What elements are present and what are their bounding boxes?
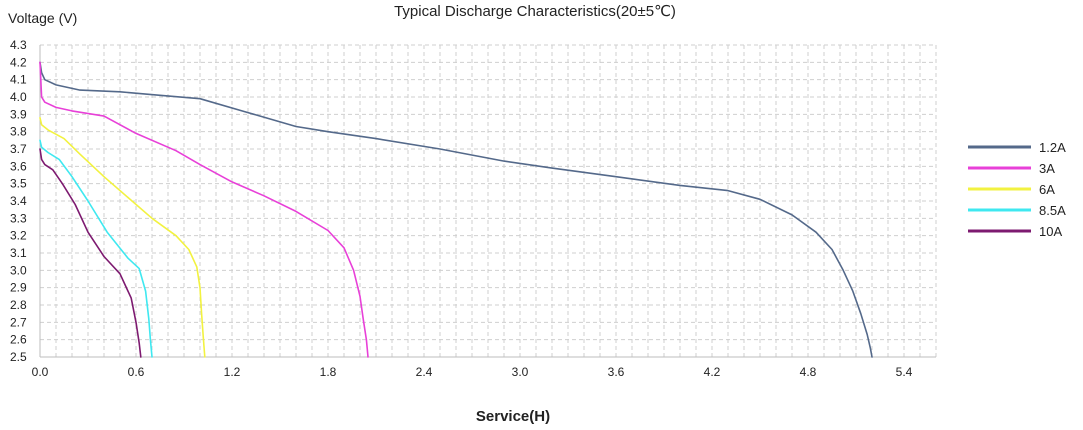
y-tick-label: 3.2 <box>10 229 27 243</box>
x-tick-label: 1.2 <box>224 365 241 379</box>
y-tick-label: 3.5 <box>10 177 27 191</box>
series-line-8-5a <box>39 139 153 358</box>
x-tick-label: 3.6 <box>608 365 625 379</box>
y-tick-label: 3.9 <box>10 107 27 121</box>
legend-label: 10A <box>1039 224 1062 239</box>
series-lines <box>39 61 873 358</box>
x-tick-label: 0.6 <box>128 365 145 379</box>
legend-label: 3A <box>1039 161 1055 176</box>
y-tick-label: 3.7 <box>10 142 27 156</box>
y-tick-label: 2.7 <box>10 315 27 329</box>
y-tick-label: 4.0 <box>10 90 27 104</box>
x-tick-label: 4.2 <box>704 365 721 379</box>
legend-label: 8.5A <box>1039 203 1066 218</box>
x-axis-ticks: 0.0 0.6 1.2 1.8 2.4 3.0 3.6 4.2 4.8 5.4 <box>32 365 913 379</box>
legend: 1.2A 3A 6A 8.5A 10A <box>968 140 1066 239</box>
y-tick-label: 4.3 <box>10 38 27 52</box>
x-tick-label: 3.0 <box>512 365 529 379</box>
legend-label: 6A <box>1039 182 1055 197</box>
y-tick-label: 3.1 <box>10 246 27 260</box>
x-tick-label: 4.8 <box>800 365 817 379</box>
series-line-6a <box>39 117 206 358</box>
axes <box>39 45 936 358</box>
y-tick-label: 3.8 <box>10 125 27 139</box>
y-tick-label: 3.6 <box>10 159 27 173</box>
chart-title: Typical Discharge Characteristics(20±5℃) <box>394 3 676 20</box>
x-tick-label: 5.4 <box>896 365 913 379</box>
series-line-1-2a <box>39 61 873 358</box>
y-tick-label: 4.1 <box>10 73 27 87</box>
y-tick-label: 4.2 <box>10 55 27 69</box>
y-axis-label: Voltage (V) <box>8 10 77 26</box>
y-axis-ticks: 2.5 2.6 2.7 2.8 2.9 3.0 3.1 3.2 3.3 3.4 3.5 3.6 3.7 3… <box>10 38 27 364</box>
y-tick-label: 2.8 <box>10 298 27 312</box>
series-line-10a <box>39 148 142 358</box>
x-tick-label: 2.4 <box>416 365 433 379</box>
x-axis-label: Service(H) <box>476 408 550 425</box>
x-tick-label: 1.8 <box>320 365 337 379</box>
series-line-3a <box>39 61 369 358</box>
y-tick-label: 3.0 <box>10 263 27 277</box>
y-tick-label: 2.5 <box>10 350 27 364</box>
y-tick-label: 2.9 <box>10 281 27 295</box>
y-tick-label: 3.4 <box>10 194 27 208</box>
grid <box>40 44 937 357</box>
y-tick-label: 3.3 <box>10 211 27 225</box>
x-tick-label: 0.0 <box>32 365 49 379</box>
y-tick-label: 2.6 <box>10 333 27 347</box>
legend-label: 1.2A <box>1039 140 1066 155</box>
